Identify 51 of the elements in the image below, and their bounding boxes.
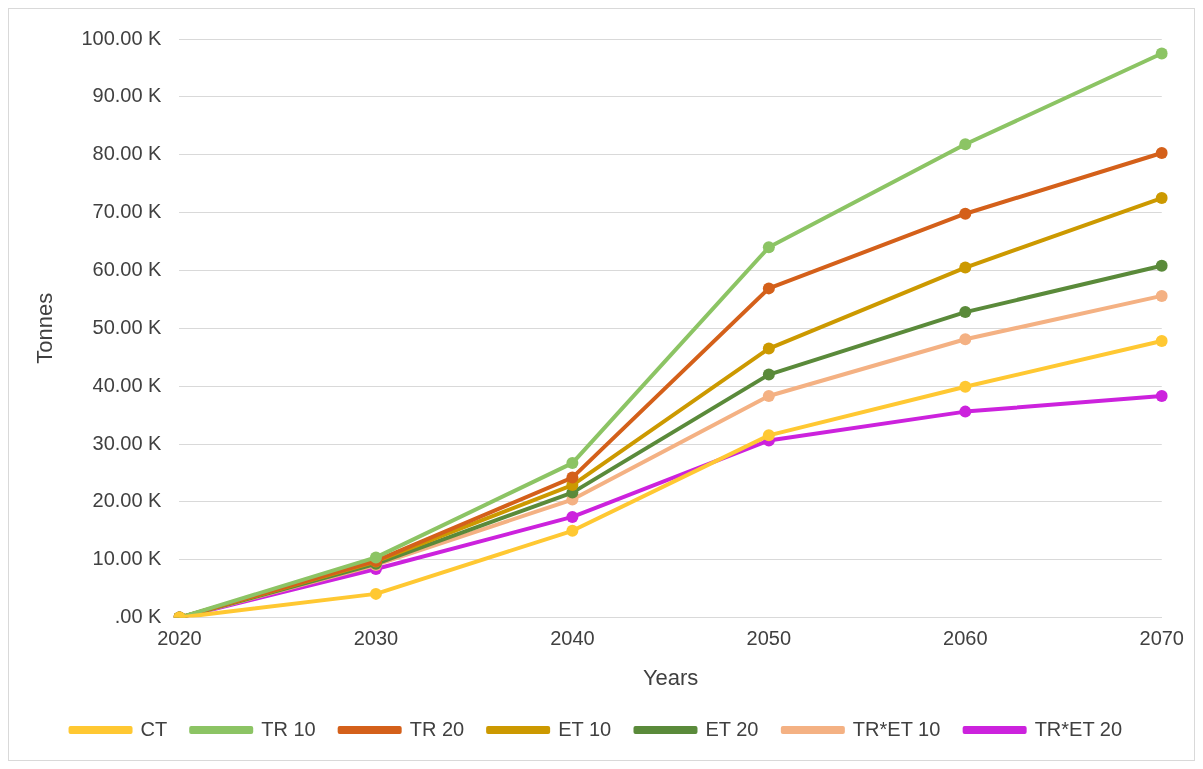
point — [566, 457, 579, 470]
y-tick-label: 10.00 K — [92, 547, 163, 570]
legend-label: TR*ET 20 — [1034, 717, 1123, 740]
point — [762, 429, 775, 442]
legend-label: TR*ET 10 — [852, 717, 941, 740]
point — [566, 524, 579, 537]
point — [1155, 192, 1168, 205]
y-tick-label: .00 K — [114, 605, 163, 628]
y-tick-label: 90.00 K — [92, 84, 163, 107]
point — [762, 342, 775, 355]
point — [1155, 335, 1168, 348]
x-tick-label: 2060 — [943, 627, 988, 650]
point — [959, 380, 972, 393]
point — [566, 510, 579, 523]
legend-label: CT — [140, 717, 168, 740]
point — [762, 390, 775, 402]
y-axis-title: Tonnes — [32, 292, 58, 364]
point — [762, 368, 775, 381]
legend-label: TR 10 — [261, 717, 316, 740]
x-tick-label: 2050 — [746, 627, 792, 650]
y-tick-label: 20.00 K — [92, 489, 163, 512]
x-axis-title: Years — [642, 664, 699, 690]
legend-label: ET 10 — [558, 717, 612, 740]
point — [369, 587, 382, 600]
x-tick-label: 2070 — [1139, 627, 1184, 650]
y-tick-label: 50.00 K — [92, 315, 163, 338]
x-tick-label: 2020 — [157, 627, 202, 650]
point — [959, 306, 972, 319]
point — [1155, 259, 1168, 272]
point — [959, 207, 972, 220]
point — [1155, 289, 1168, 302]
x-tick-label: 2040 — [550, 627, 595, 650]
point — [1155, 146, 1168, 159]
legend-label: ET 20 — [705, 717, 759, 740]
y-tick-label: 70.00 K — [92, 200, 163, 223]
x-tick-label: 2030 — [353, 627, 399, 650]
point — [959, 405, 972, 418]
point — [1155, 47, 1168, 60]
point — [959, 138, 972, 151]
point — [959, 333, 972, 346]
y-tick-label: 30.00 K — [92, 431, 163, 454]
y-tick-label: 100.00 K — [81, 26, 163, 49]
point — [566, 471, 579, 484]
point — [1155, 390, 1168, 402]
y-tick-label: 80.00 K — [92, 142, 163, 165]
point — [959, 261, 972, 274]
point — [762, 282, 775, 295]
point — [762, 241, 775, 254]
legend-label: TR 20 — [409, 717, 465, 740]
y-tick-label: 60.00 K — [92, 257, 163, 280]
y-tick-label: 40.00 K — [92, 373, 163, 396]
